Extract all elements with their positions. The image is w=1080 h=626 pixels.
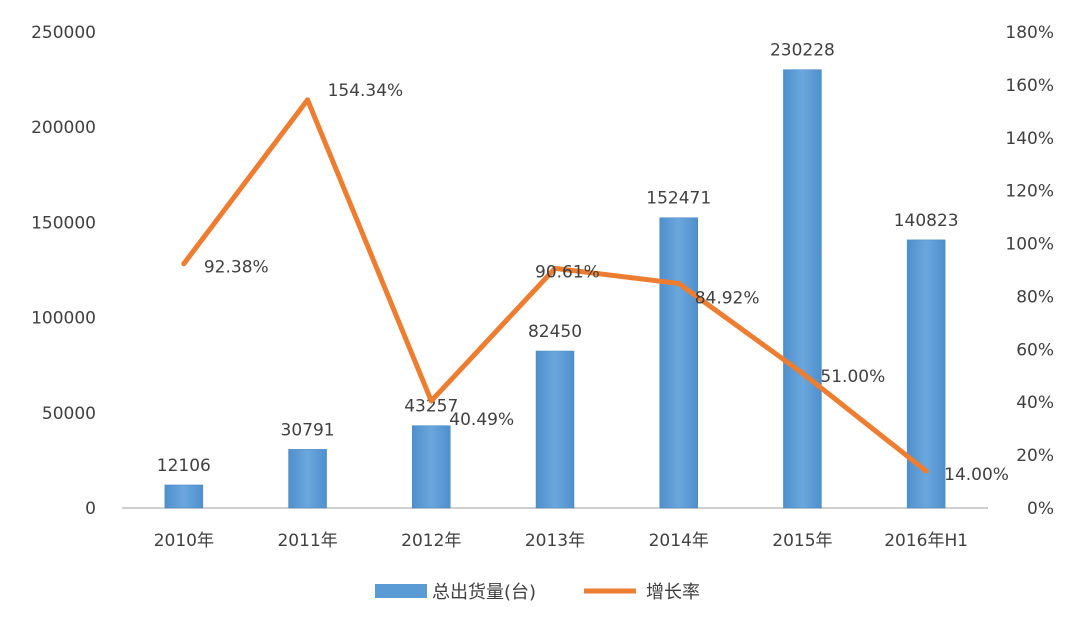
x-axis-tick-label: 2011年 <box>277 531 337 551</box>
x-axis-tick-label: 2012年 <box>401 531 461 551</box>
legend-label-line: 增长率 <box>646 582 700 603</box>
bar <box>659 217 698 509</box>
line-data-label: 90.61% <box>535 262 600 282</box>
left-axis-ticks: 0 50000 100000 150000 200000 250000 <box>31 23 96 519</box>
bar <box>783 69 822 509</box>
bar <box>535 350 575 509</box>
x-axis-tick-label: 2016年H1 <box>884 531 968 551</box>
left-axis-tick-label: 100000 <box>31 309 96 329</box>
line-point <box>676 280 682 286</box>
right-axis-tick-label: 40% <box>1016 393 1054 413</box>
right-axis-ticks: 0% 20% 40% 60% 80% 100% 120% 140% 160% 180% <box>1005 23 1054 519</box>
legend-swatch-bar <box>375 584 427 598</box>
line-data-label: 84.92% <box>695 288 760 308</box>
left-axis-tick-label: 150000 <box>31 213 96 233</box>
line-series <box>181 97 929 474</box>
x-axis-tick-label: 2010年 <box>154 531 214 551</box>
bar-data-label: 30791 <box>281 420 335 440</box>
right-axis-tick-label: 80% <box>1016 287 1054 307</box>
left-axis-tick-label: 0 <box>85 499 96 519</box>
left-axis-tick-label: 200000 <box>31 118 96 138</box>
x-axis-tick-label: 2015年 <box>772 531 832 551</box>
bar <box>164 484 204 509</box>
left-axis-tick-label: 50000 <box>42 404 96 424</box>
bar-data-label: 152471 <box>646 189 711 209</box>
right-axis-tick-label: 180% <box>1005 23 1054 43</box>
line-point <box>799 370 805 376</box>
bar-data-label: 140823 <box>894 211 959 231</box>
right-axis-tick-label: 140% <box>1005 129 1054 149</box>
bar <box>906 239 946 509</box>
right-axis-tick-label: 120% <box>1005 182 1054 202</box>
line-data-label: 40.49% <box>449 410 514 430</box>
line-point <box>428 398 434 404</box>
line-data-label: 92.38% <box>204 258 269 278</box>
bar-data-label: 82450 <box>528 322 582 342</box>
bar-data-label: 230228 <box>770 41 835 61</box>
bar-data-label: 43257 <box>404 397 458 417</box>
line-point <box>305 97 311 103</box>
bar <box>288 449 327 509</box>
left-axis-tick-label: 250000 <box>31 23 96 43</box>
bar-data-labels: 12106 30791 43257 82450 152471 230228 140823 <box>157 41 959 476</box>
x-axis-tick-label: 2013年 <box>525 531 585 551</box>
line-data-label: 51.00% <box>820 367 885 387</box>
bar <box>412 425 451 509</box>
line-point <box>181 261 187 267</box>
bar-series <box>164 69 946 509</box>
legend-label-bar: 总出货量(台) <box>432 582 536 603</box>
x-axis-tick-label: 2014年 <box>649 531 709 551</box>
x-axis-ticks: 2010年 2011年 2012年 2013年 2014年 2015年 2016年H1 <box>154 531 968 551</box>
right-axis-tick-label: 100% <box>1005 235 1054 255</box>
line-data-label: 154.34% <box>328 81 404 101</box>
right-axis-tick-label: 60% <box>1016 340 1054 360</box>
line-point <box>552 265 558 271</box>
line-point <box>923 468 929 474</box>
line-data-label: 14.00% <box>944 465 1009 485</box>
right-axis-tick-label: 160% <box>1005 76 1054 96</box>
legend: 总出货量(台) 增长率 <box>375 582 700 603</box>
right-axis-tick-label: 20% <box>1016 446 1054 466</box>
line-data-labels: 92.38% 154.34% 40.49% 90.61% 84.92% 51.00% 14.… <box>204 81 1009 485</box>
bar-data-label: 12106 <box>157 456 211 476</box>
right-axis-tick-label: 0% <box>1027 499 1054 519</box>
